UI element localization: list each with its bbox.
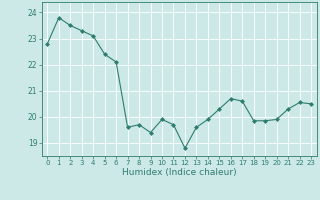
X-axis label: Humidex (Indice chaleur): Humidex (Indice chaleur) (122, 168, 236, 177)
